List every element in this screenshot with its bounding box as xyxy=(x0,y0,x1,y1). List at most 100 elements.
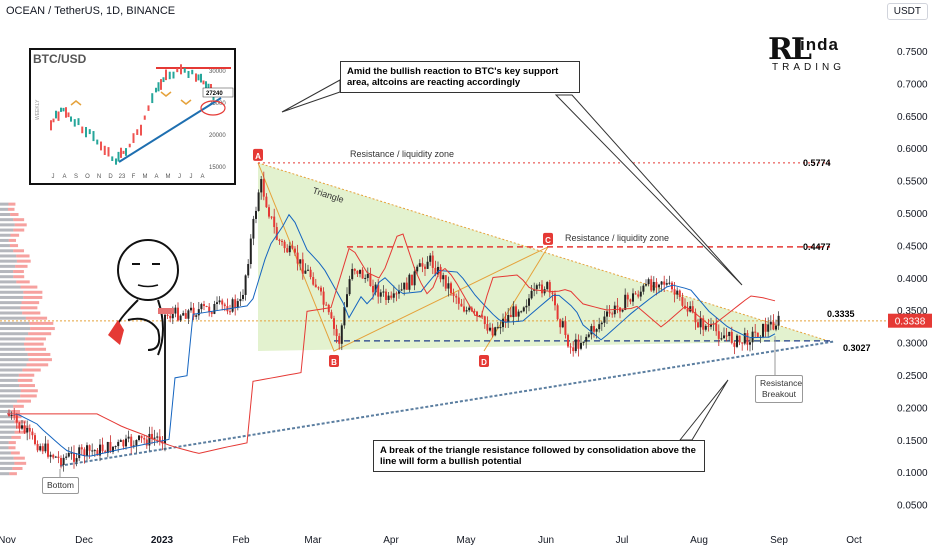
y-tick-label: 0.7500 xyxy=(897,47,928,58)
volume-bar-up xyxy=(13,228,25,232)
volume-bar-up xyxy=(9,472,17,476)
candle-body xyxy=(156,436,159,438)
candle-body xyxy=(101,444,104,452)
candle-body xyxy=(538,284,541,286)
candle-body xyxy=(41,446,44,452)
candle-body xyxy=(673,289,676,295)
y-tick-label: 0.2500 xyxy=(897,371,928,382)
x-tick-label: Mar xyxy=(304,535,322,546)
candle-body xyxy=(681,297,684,306)
volume-bar-up xyxy=(9,244,19,248)
candle-body xyxy=(762,323,764,337)
triangle-resistance-line xyxy=(257,162,829,342)
candle-body xyxy=(764,323,767,332)
volume-bar-down xyxy=(0,456,14,460)
currency-button[interactable]: USDT xyxy=(886,3,928,20)
inset-x-tick: M xyxy=(143,174,148,180)
inset-candle xyxy=(151,93,154,104)
candle-body xyxy=(223,304,226,307)
candle-body xyxy=(382,291,385,293)
inset-candle xyxy=(140,124,142,136)
candle-body xyxy=(286,248,289,253)
candle-body xyxy=(364,277,367,279)
inset-candle xyxy=(132,133,135,143)
candle-body xyxy=(715,323,718,332)
volume-bar-down xyxy=(0,259,17,263)
candle-body xyxy=(515,306,517,317)
candle-body xyxy=(408,274,411,290)
volume-bar-down xyxy=(0,249,14,253)
candle-body xyxy=(478,315,481,317)
volume-bar-up xyxy=(10,233,20,237)
volume-bar-up xyxy=(23,295,43,299)
candle-body xyxy=(694,312,697,323)
candle-body xyxy=(725,335,728,337)
volume-bar-down xyxy=(0,301,22,305)
candle-body xyxy=(639,291,642,297)
inset-candle xyxy=(62,107,65,112)
candle-body xyxy=(44,443,47,452)
inset-candle xyxy=(205,81,207,93)
volume-bar-down xyxy=(0,295,24,299)
candle-body xyxy=(390,295,393,298)
candle-body xyxy=(140,435,143,439)
candle-body xyxy=(574,339,577,352)
candle-body xyxy=(738,335,741,343)
candle-body xyxy=(746,333,749,345)
inset-candle xyxy=(81,126,84,134)
candle-body xyxy=(418,263,421,267)
candle-body xyxy=(104,451,107,454)
candle-body xyxy=(707,325,710,327)
candle-body xyxy=(702,318,705,330)
inset-price-box xyxy=(202,87,234,98)
candle-body xyxy=(473,310,476,312)
candle-body xyxy=(377,284,380,297)
candle-body xyxy=(174,307,177,314)
candle-body xyxy=(34,435,36,444)
candle-body xyxy=(314,284,317,288)
x-tick-label: 2023 xyxy=(151,535,174,546)
candle-body xyxy=(494,327,497,336)
candle-body xyxy=(247,264,250,276)
candle-body xyxy=(78,447,81,459)
candle-body xyxy=(528,298,530,306)
candle-body xyxy=(486,324,489,331)
candle-body xyxy=(49,454,52,457)
candle-body xyxy=(468,307,471,311)
candle-body xyxy=(252,218,255,239)
y-tick-label: 0.6000 xyxy=(897,144,928,155)
volume-bar-down xyxy=(0,358,29,362)
candle-body xyxy=(621,309,624,312)
candle-body xyxy=(348,279,351,295)
candle-body xyxy=(242,294,244,300)
zone-label-lower: Resistance / liquidity zone xyxy=(565,233,669,243)
volume-bar-down xyxy=(0,441,9,445)
candle-body xyxy=(192,307,195,317)
candle-body xyxy=(684,305,686,309)
candle-body xyxy=(281,240,283,242)
x-tick-label: May xyxy=(457,535,476,546)
candle-body xyxy=(663,281,666,285)
candle-body xyxy=(143,438,146,440)
volume-bar-down xyxy=(0,270,14,274)
volume-bar-up xyxy=(22,368,41,372)
y-tick-label: 0.6500 xyxy=(897,112,928,123)
volume-bar-up xyxy=(10,213,19,216)
callout-top: Amid the bullish reaction to BTC's key s… xyxy=(340,61,580,93)
candle-body xyxy=(229,311,231,313)
candle-body xyxy=(52,454,55,458)
candle-body xyxy=(15,415,18,423)
volume-bar-up xyxy=(26,363,49,367)
inset-candle xyxy=(55,110,57,119)
abcd-pattern-line xyxy=(257,162,550,352)
pattern-point-marker xyxy=(479,355,489,368)
candle-body xyxy=(231,299,234,312)
btc-inset-chart: 30000 25000 20000 15000 J A S O N D 23 F M A M J J A WEEKL… xyxy=(29,48,236,185)
volume-bar-up xyxy=(8,202,16,206)
candle-body xyxy=(99,444,101,456)
inset-highlight-circle xyxy=(200,100,226,116)
volume-bar-up xyxy=(13,270,24,274)
candle-body xyxy=(112,446,114,452)
candle-body xyxy=(507,314,510,323)
inset-candle xyxy=(107,147,110,157)
